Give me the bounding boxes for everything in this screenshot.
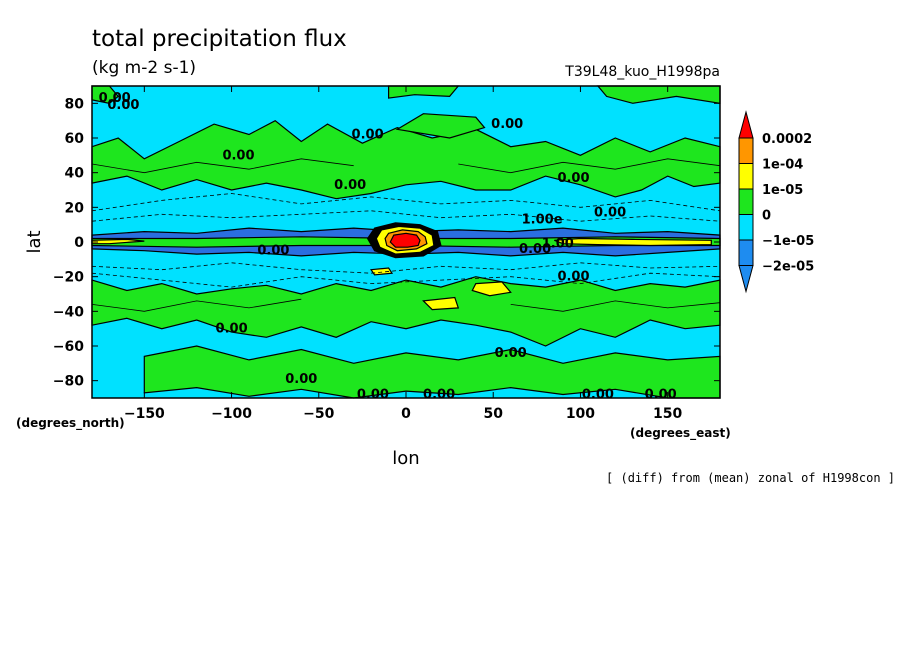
y-axis-ticks: 80 60 40 20 0 −20 −40 −60 −80 [53,96,720,390]
footnote: [ (diff) from (mean) zonal of H1998con ] [606,471,895,485]
yellow-patch-south [471,281,512,297]
x-tick-label--50: −50 [303,406,334,422]
contour-label-0: 0.00 [99,91,131,106]
yellow-patch-east [554,237,712,247]
yellow-patch-south-2 [422,296,460,311]
colorbar-legend: 0.0002 1e-04 1e-05 0 −1e-05 −2e-05 [738,110,814,294]
x-axis-ticks: −150 −100 −50 0 50 100 150 [124,86,683,422]
chart-units: (kg m-2 s-1) [92,58,196,78]
contour-label-16: 0.00 [357,388,389,403]
colorbar-label-1: 1e-04 [762,158,803,173]
x-tick-label-0: 0 [401,406,411,422]
contour-lines [91,158,721,312]
x-axis-label: lon [392,448,419,469]
contour-label-4: 0.00 [222,148,254,163]
contour-label-9: 0.00 [257,244,289,259]
experiment-label: T39L48_kuo_H1998pa [564,64,720,80]
contour-label-6: 0.00 [557,171,589,186]
contour-labels: 0.000.000.000.000.000.00 0.000.001.00e0.0… [99,91,677,402]
y-tick-label-0: 0 [74,235,84,251]
colorbar-label-0: 0.0002 [762,132,812,147]
contour-label-2: 0.00 [352,128,384,143]
solid-contour-south-2 [510,300,721,312]
contour-label-11: 1.00 [542,237,574,252]
colorbar-segment-1 [738,163,754,190]
colorbar-top-arrow [738,110,754,139]
y-axis-units: (degrees_north) [16,416,125,431]
y-tick-label--80: −80 [53,374,84,390]
colorbar-segment-4 [738,239,754,266]
y-tick-label--20: −20 [53,270,84,286]
x-tick-label--100: −100 [211,406,252,422]
colorbar-label-2: 1e-05 [762,183,803,198]
core-red [389,232,421,248]
y-tick-label--40: −40 [53,304,84,320]
x-tick-label-50: 50 [483,406,503,422]
dashed-contour-south-2 [91,272,721,288]
dashed-contour-north-1 [91,193,721,212]
chart-title: total precipitation flux [92,26,347,52]
contour-label-5: 0.00 [334,178,366,193]
contour-label-17: 0.00 [423,388,455,403]
contour-label-12: 0.00 [557,270,589,285]
x-axis-units: (degrees_east) [630,426,731,441]
colorbar-bottom-arrow [738,265,754,294]
y-tick-label-60: 60 [65,131,85,147]
contour-label-3: 0.00 [491,117,523,132]
contour-label-14: 0.00 [495,346,527,361]
colorbar-label-5: −2e-05 [762,260,814,275]
contour-label-10: 0.00 [519,242,551,257]
contour-label-8: 1.00e [522,213,563,228]
dashed-contour-north-2 [91,210,721,222]
y-tick-label-20: 20 [65,200,85,216]
contour-label-18: 0.00 [645,388,677,403]
y-tick-label-40: 40 [65,166,85,182]
solid-contour-north-2 [458,158,721,174]
solid-contour-north [91,158,354,174]
solid-contour-south [91,298,302,312]
y-axis-label: lat [24,230,45,253]
dashed-contour-south-1 [91,262,721,274]
colorbar-segment-2 [738,188,754,215]
plot-area [91,85,721,399]
contour-label-7: 0.00 [594,206,626,221]
colorbar-segment-0 [738,137,754,164]
x-tick-label-100: 100 [566,406,595,422]
colorbar-segment-3 [738,214,754,241]
y-tick-label-80: 80 [65,96,85,112]
colorbar-label-3: 0 [762,209,771,224]
x-tick-label--150: −150 [124,406,165,422]
north-atlantic-green [395,113,486,139]
contour-label-13: 0.00 [216,322,248,337]
contour-label-1: 0.00 [107,98,139,113]
y-tick-label--60: −60 [53,339,84,355]
contour-label-19: 0.00 [582,388,614,403]
colorbar-label-4: −1e-05 [762,234,814,249]
x-tick-label-150: 150 [653,406,682,422]
contour-label-15: 0.00 [285,372,317,387]
